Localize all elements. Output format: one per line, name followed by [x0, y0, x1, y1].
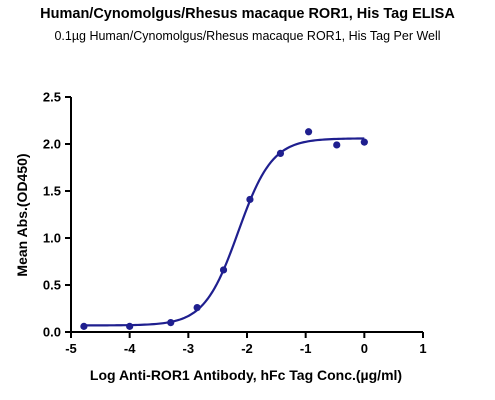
data-point	[333, 141, 341, 149]
y-tick-label: 2.5	[43, 90, 61, 105]
data-point	[219, 266, 228, 274]
chart-title: Human/Cynomolgus/Rhesus macaque ROR1, Hi…	[40, 6, 455, 22]
axes	[70, 97, 423, 333]
y-tick-label: 1.0	[43, 231, 61, 246]
y-tick-label: 0.5	[43, 278, 61, 293]
x-tick-label: -4	[124, 341, 136, 356]
data-point	[167, 319, 175, 327]
x-tick-label: 0	[361, 341, 368, 356]
data-point	[80, 322, 88, 330]
data-point	[246, 195, 254, 204]
data-points	[80, 128, 368, 330]
x-tick-label: -1	[300, 341, 312, 356]
x-axis-label: Log Anti-ROR1 Antibody, hFc Tag Conc.(µg…	[90, 367, 402, 383]
data-point	[360, 138, 368, 146]
x-axis-ticks: -5 -4 -3 -2 -1 0 1	[65, 332, 427, 356]
x-tick-label: -5	[65, 341, 77, 356]
data-point	[276, 149, 285, 157]
x-tick-label: 1	[419, 341, 426, 356]
x-tick-label: -3	[183, 341, 195, 356]
y-tick-label: 0.0	[43, 325, 61, 340]
y-tick-label: 2.0	[43, 137, 61, 152]
data-point	[305, 128, 313, 136]
data-point	[193, 303, 201, 312]
x-tick-label: -2	[241, 341, 253, 356]
fit-curve	[83, 137, 365, 327]
y-axis-ticks: 0.0 0.5 1.0 1.5 2.0 2.5	[43, 90, 71, 340]
data-point	[126, 322, 134, 330]
y-tick-label: 1.5	[43, 184, 61, 199]
y-axis-label: Mean Abs.(OD450)	[14, 153, 30, 276]
chart-subtitle: 0.1µg Human/Cynomolgus/Rhesus macaque RO…	[54, 29, 441, 43]
